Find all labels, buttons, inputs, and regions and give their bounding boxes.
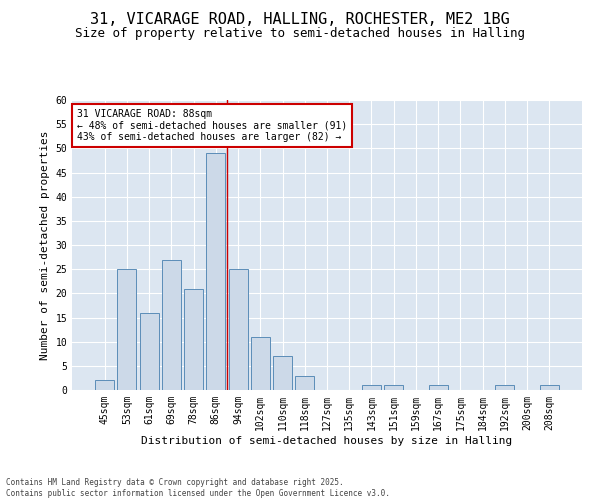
Bar <box>251 337 270 390</box>
Bar <box>95 380 114 390</box>
Text: Contains HM Land Registry data © Crown copyright and database right 2025.
Contai: Contains HM Land Registry data © Crown c… <box>6 478 390 498</box>
Text: 31, VICARAGE ROAD, HALLING, ROCHESTER, ME2 1BG: 31, VICARAGE ROAD, HALLING, ROCHESTER, M… <box>90 12 510 28</box>
Bar <box>206 153 225 390</box>
Bar <box>140 312 158 390</box>
Bar <box>273 356 292 390</box>
Bar <box>295 376 314 390</box>
Bar <box>384 385 403 390</box>
Bar <box>118 269 136 390</box>
Bar <box>540 385 559 390</box>
Bar <box>362 385 381 390</box>
Bar <box>496 385 514 390</box>
Bar <box>184 288 203 390</box>
Y-axis label: Number of semi-detached properties: Number of semi-detached properties <box>40 130 50 360</box>
Text: Size of property relative to semi-detached houses in Halling: Size of property relative to semi-detach… <box>75 28 525 40</box>
X-axis label: Distribution of semi-detached houses by size in Halling: Distribution of semi-detached houses by … <box>142 436 512 446</box>
Bar <box>162 260 181 390</box>
Text: 31 VICARAGE ROAD: 88sqm
← 48% of semi-detached houses are smaller (91)
43% of se: 31 VICARAGE ROAD: 88sqm ← 48% of semi-de… <box>77 108 347 142</box>
Bar <box>229 269 248 390</box>
Bar <box>429 385 448 390</box>
